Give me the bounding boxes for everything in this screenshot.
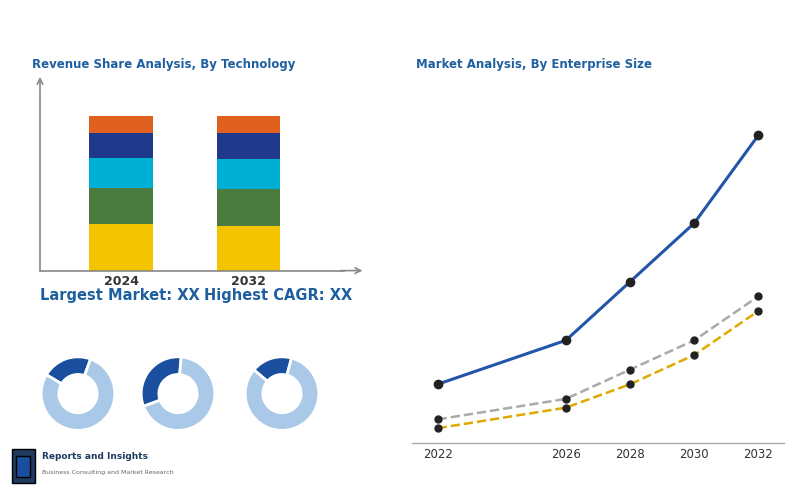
Bar (90, 158, 153, 187)
Bar (217, 116, 280, 133)
Wedge shape (46, 357, 90, 384)
Bar (217, 226, 280, 271)
FancyBboxPatch shape (12, 450, 35, 483)
Bar (217, 189, 280, 226)
Wedge shape (143, 357, 214, 430)
Bar (217, 133, 280, 159)
Bar (90, 224, 153, 271)
Text: Reports and Insights: Reports and Insights (42, 453, 148, 461)
Bar (90, 133, 153, 158)
Wedge shape (142, 357, 182, 406)
Text: Largest Market: XX: Largest Market: XX (40, 288, 200, 303)
Bar (90, 116, 153, 133)
Bar (90, 187, 153, 224)
Bar (217, 159, 280, 189)
Text: Revenue Share Analysis, By Technology: Revenue Share Analysis, By Technology (32, 58, 295, 70)
FancyBboxPatch shape (16, 456, 30, 477)
Wedge shape (254, 357, 291, 381)
Text: Business Consulting and Market Research: Business Consulting and Market Research (42, 470, 174, 475)
Text: GLOBAL LOAN ORIGINATION SOFTWARE MARKET SEGMENT ANALYSIS: GLOBAL LOAN ORIGINATION SOFTWARE MARKET … (12, 17, 582, 32)
Text: Market Analysis, By Enterprise Size: Market Analysis, By Enterprise Size (416, 58, 652, 70)
Text: Highest CAGR: XX: Highest CAGR: XX (204, 288, 352, 303)
Wedge shape (42, 359, 115, 430)
Wedge shape (246, 358, 319, 430)
